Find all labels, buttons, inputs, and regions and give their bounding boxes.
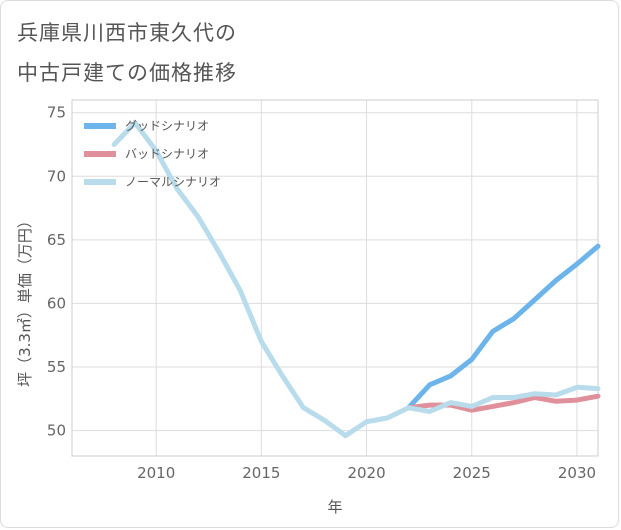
x-axis-ticks: 2010 2015 2020 2025 2030: [137, 464, 596, 482]
x-tick-label: 2020: [347, 464, 385, 482]
grid-lines: [72, 100, 598, 456]
legend-label: グッドシナリオ: [125, 119, 209, 133]
legend-label: バッドシナリオ: [125, 147, 209, 161]
chart-title-line-1: 兵庫県川西市東久代の: [17, 21, 237, 45]
y-axis-ticks: 50 55 60 65 70 75: [47, 104, 66, 440]
plot-border: [71, 99, 599, 457]
y-tick-label: 65: [47, 231, 66, 249]
x-axis-label: 年: [327, 498, 342, 516]
series-line-3: [111, 120, 601, 439]
y-axis-label: 坪（3.3㎡）単価（万円）: [16, 213, 34, 387]
y-tick-label: 60: [47, 294, 66, 312]
series-layer: [111, 120, 601, 439]
x-tick-label: 2015: [242, 464, 280, 482]
x-tick-label: 2030: [558, 464, 596, 482]
x-tick-label: 2010: [137, 464, 175, 482]
x-tick-label: 2025: [453, 464, 491, 482]
y-tick-label: 70: [47, 167, 66, 185]
y-tick-label: 75: [47, 104, 66, 122]
y-tick-label: 55: [47, 358, 66, 376]
series-line-1: [406, 243, 601, 411]
legend-label: ノーマルシナリオ: [125, 175, 221, 189]
chart-title-line-2: 中古戸建ての価格推移: [17, 61, 237, 85]
y-tick-label: 50: [47, 422, 66, 440]
